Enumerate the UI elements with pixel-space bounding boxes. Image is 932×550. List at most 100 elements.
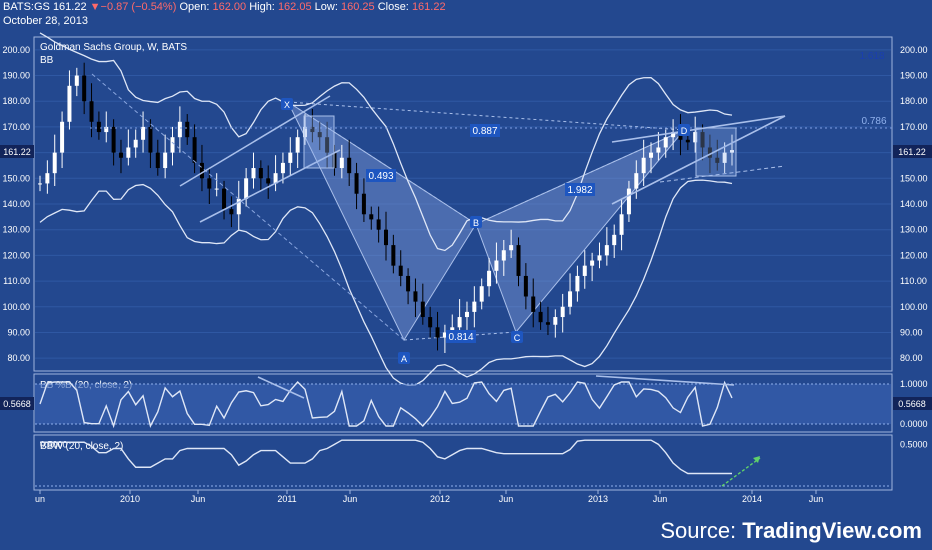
pattern-bcd-triangle bbox=[475, 129, 685, 333]
price-candle bbox=[251, 168, 256, 179]
price-candle bbox=[715, 157, 720, 163]
y-tick-bbw-left: 0.5000 bbox=[40, 439, 68, 449]
bbw-line bbox=[40, 439, 732, 475]
price-candle bbox=[126, 147, 131, 158]
y-tick-right: 170.00 bbox=[900, 122, 928, 132]
y-tick-right: 130.00 bbox=[900, 225, 928, 235]
pattern-xd-line bbox=[287, 101, 685, 131]
price-candle bbox=[118, 152, 123, 158]
y-tick-left: 170.00 bbox=[2, 122, 30, 132]
quote-line: BATS:GS 161.22 ▼−0.87 (−0.54%) Open: 162… bbox=[3, 1, 446, 13]
price-candle bbox=[413, 291, 418, 302]
fib-label-0786: 0.786 bbox=[861, 116, 886, 127]
price-candle bbox=[361, 193, 366, 215]
y-tick-right: 100.00 bbox=[900, 302, 928, 312]
bb-lower-band bbox=[39, 179, 733, 387]
bbw-projection-arrow bbox=[721, 457, 761, 487]
wedge-dashed-line bbox=[659, 165, 786, 183]
price-candle bbox=[369, 214, 374, 220]
percent-b-trend-2 bbox=[595, 375, 735, 386]
grid-lines bbox=[35, 49, 891, 359]
chart-header: BATS:GS 161.22 ▼−0.87 (−0.54%) Open: 162… bbox=[0, 0, 932, 30]
fib-label-0814: 0.814 bbox=[446, 330, 476, 343]
price-candle bbox=[730, 150, 734, 153]
price-candle bbox=[523, 275, 528, 297]
price-candle bbox=[693, 132, 698, 143]
price-candle bbox=[450, 327, 455, 333]
price-candle bbox=[303, 126, 308, 138]
point-c-label: C bbox=[514, 333, 521, 343]
price-candle bbox=[442, 332, 447, 338]
fib-label-1982: 1.982 bbox=[565, 183, 595, 196]
price-candle bbox=[82, 75, 87, 102]
harmonic-pattern[interactable] bbox=[286, 100, 685, 342]
price-candle bbox=[464, 311, 469, 318]
y-tick-right: 140.00 bbox=[900, 199, 928, 209]
price-candle bbox=[273, 173, 278, 184]
x-tick-label: Jun bbox=[809, 494, 824, 504]
point-a-label: A bbox=[401, 354, 407, 364]
price-candle bbox=[560, 306, 565, 318]
price-candle bbox=[479, 286, 484, 302]
x-tick-label: 2012 bbox=[430, 494, 450, 504]
price-candle bbox=[604, 245, 609, 256]
x-tick-label: Jun bbox=[499, 494, 514, 504]
price-candle bbox=[339, 157, 344, 169]
y-tick-right: 180.00 bbox=[900, 96, 928, 106]
price-candle bbox=[420, 301, 425, 318]
price-candle bbox=[67, 85, 72, 122]
low-label: Low: bbox=[314, 1, 338, 13]
main-panel[interactable] bbox=[33, 36, 893, 372]
last-price-tag-left: 161.22 bbox=[0, 145, 34, 158]
price-candle bbox=[192, 137, 197, 163]
high-label: High: bbox=[249, 1, 275, 13]
price-candle bbox=[155, 152, 160, 169]
price-candle bbox=[641, 157, 646, 174]
price-candle bbox=[656, 147, 661, 153]
y-tick-left: 90.00 bbox=[7, 327, 30, 337]
percent-b-tag-right: 0.5668 bbox=[893, 397, 932, 410]
x-tick-label: un bbox=[35, 494, 45, 504]
percent-b-trend-1 bbox=[257, 376, 305, 399]
price-bars bbox=[38, 62, 734, 354]
x-axis-ticks: un 2010 Jun 2011 Jun 2012 Jun 2013 Jun 2014 Jun bbox=[35, 490, 823, 504]
bb-width-panel[interactable] bbox=[33, 434, 893, 491]
x-tick-label: Jun bbox=[343, 494, 358, 504]
price-candle bbox=[457, 317, 462, 328]
price-candle bbox=[133, 139, 138, 148]
x-tick-label: 2013 bbox=[588, 494, 608, 504]
price-candle bbox=[89, 101, 94, 122]
fib-label-0887: 0.887 bbox=[470, 124, 500, 137]
price-candle bbox=[619, 214, 624, 235]
price-candle bbox=[177, 121, 182, 138]
last-price: 161.22 bbox=[52, 1, 87, 13]
price-candle bbox=[509, 245, 514, 251]
percent-b-line bbox=[39, 380, 733, 429]
price-candle bbox=[266, 178, 271, 184]
y-tick-percent-b: 0.0000 bbox=[900, 419, 928, 429]
price-candle bbox=[590, 260, 595, 266]
wedge-lower-line bbox=[611, 115, 786, 205]
price-candle bbox=[435, 327, 440, 338]
chart-date: October 28, 2013 bbox=[3, 15, 89, 27]
price-candle bbox=[295, 137, 300, 153]
price-candle bbox=[553, 317, 558, 325]
price-candle bbox=[310, 126, 315, 133]
fib-label-0814-text: 0.814 bbox=[448, 332, 473, 343]
y-tick-left: 120.00 bbox=[2, 250, 30, 260]
bb-width-title: BBW (20, close, 2) bbox=[40, 441, 123, 452]
y-tick-left: 110.00 bbox=[3, 276, 30, 286]
price-candle bbox=[214, 188, 219, 190]
fib-label-0887-text: 0.887 bbox=[472, 126, 497, 137]
y-tick-right: 120.00 bbox=[900, 250, 928, 260]
y-tick-left: 130.00 bbox=[2, 225, 30, 235]
percent-b-tag-right-text: 0.5668 bbox=[898, 399, 926, 409]
fib-label-1618: 1.618 bbox=[859, 51, 884, 62]
price-candle bbox=[398, 265, 403, 276]
y-tick-left: 150.00 bbox=[2, 173, 30, 183]
x-tick-label: 2014 bbox=[742, 494, 762, 504]
price-candle bbox=[685, 139, 690, 143]
y-tick-right: 190.00 bbox=[900, 71, 928, 81]
point-d-marker: D bbox=[678, 124, 690, 136]
